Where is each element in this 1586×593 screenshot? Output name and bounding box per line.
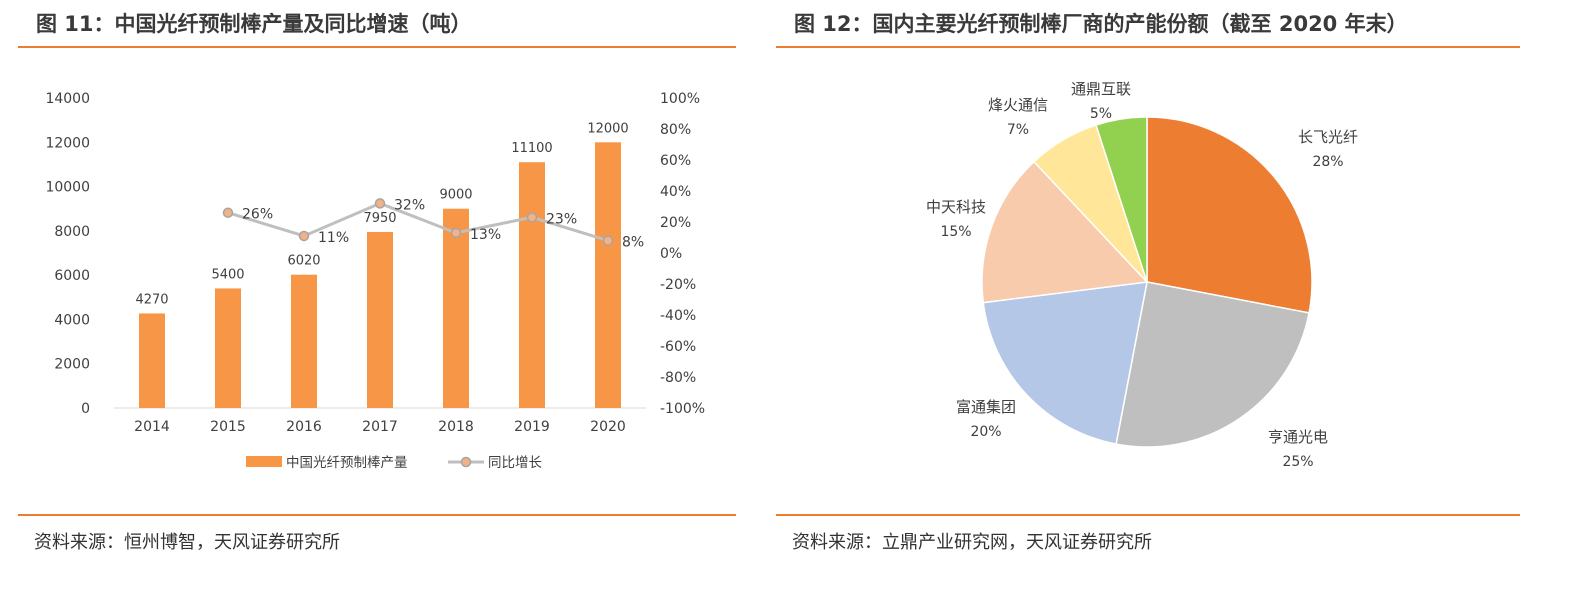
pie-slice-percent: 20% <box>970 424 1001 440</box>
pie-slice <box>1115 281 1310 448</box>
left-axis-tick-label: 2000 <box>54 357 90 373</box>
growth-value-label: 11% <box>318 230 349 246</box>
growth-point <box>602 235 614 246</box>
left-source-note: 资料来源：恒州博智，天风证券研究所 <box>34 532 340 553</box>
pie-slice <box>981 160 1149 304</box>
pie-slice-percent: 25% <box>1282 454 1313 470</box>
right-axis-tick-label: 80% <box>660 122 691 138</box>
right-axis-tick-label: 0% <box>660 246 682 262</box>
bar-value-label: 9000 <box>439 188 472 203</box>
growth-value-label: 32% <box>394 197 425 213</box>
pie-slice-percent: 7% <box>1007 122 1029 138</box>
pie-slice <box>982 281 1148 445</box>
bar-value-label: 4270 <box>135 292 168 307</box>
growth-point <box>450 227 462 239</box>
right-axis-tick-label: -40% <box>660 308 696 324</box>
x-axis-tick-label: 2018 <box>438 419 474 435</box>
production-bar <box>367 231 393 408</box>
left-axis-tick-label: 8000 <box>54 224 90 240</box>
right-axis-tick-label: 100% <box>660 91 700 107</box>
pie-slice-percent: 5% <box>1090 106 1112 122</box>
left-axis-tick-label: 4000 <box>54 312 90 328</box>
x-axis-tick-label: 2017 <box>362 419 398 435</box>
pie-slice-label: 中天科技 <box>926 198 986 216</box>
x-axis-tick-label: 2015 <box>210 419 246 435</box>
production-bar <box>139 313 165 408</box>
bar-value-label: 6020 <box>287 254 320 269</box>
pie-slice <box>1095 116 1148 283</box>
growth-value-label: 13% <box>470 227 501 243</box>
production-bar <box>443 208 469 408</box>
legend-bar-swatch <box>246 456 282 467</box>
right-axis-tick-label: -80% <box>660 370 696 386</box>
left-axis-tick-label: 12000 <box>45 135 90 151</box>
growth-line <box>227 201 609 243</box>
right-axis-tick-label: -100% <box>660 401 705 417</box>
left-axis-tick-label: 0 <box>81 401 90 417</box>
growth-point <box>298 230 310 242</box>
growth-point <box>374 198 386 209</box>
right-axis-tick-label: 40% <box>660 184 691 200</box>
growth-value-label: 23% <box>546 211 577 227</box>
bar-value-label: 5400 <box>211 267 244 282</box>
growth-value-label: 8% <box>622 235 644 251</box>
production-bar <box>595 142 621 408</box>
production-bar <box>519 162 545 408</box>
bar-value-label: 12000 <box>587 121 628 136</box>
left-source-rule <box>18 514 736 516</box>
x-axis-tick-label: 2019 <box>514 419 550 435</box>
left-axis-tick-label: 10000 <box>45 180 90 196</box>
left-title-rule <box>18 46 736 48</box>
production-growth-chart: 0 2000 4000 6000 8000 10000 12000 14000 -100% -80… <box>45 91 705 471</box>
x-axis-tick-label: 2016 <box>286 419 322 435</box>
legend-bar-label: 中国光纤预制棒产量 <box>286 455 408 471</box>
left-axis-tick-label: 6000 <box>54 268 90 284</box>
x-axis-tick-label: 2014 <box>134 419 170 435</box>
pie-slice-label: 烽火通信 <box>988 96 1048 114</box>
left-figure-title: 图 11：中国光纤预制棒产量及同比增速（吨） <box>36 12 472 36</box>
legend-line-marker <box>460 456 472 468</box>
right-axis-tick-label: -20% <box>660 277 696 293</box>
pie-slice-label: 通鼎互联 <box>1071 80 1131 98</box>
growth-point <box>222 207 234 218</box>
x-axis-tick-label: 2020 <box>590 419 626 435</box>
production-bar <box>215 288 241 408</box>
bar-value-label: 7950 <box>363 211 396 226</box>
legend-line-label: 同比增长 <box>488 455 542 471</box>
pie-slice-label: 亨通光电 <box>1268 428 1328 446</box>
right-title-rule <box>776 46 1520 48</box>
growth-point <box>526 212 538 223</box>
pie-slice-percent: 15% <box>940 224 971 240</box>
right-axis-tick-label: 20% <box>660 215 691 231</box>
left-axis-tick-label: 14000 <box>45 91 90 107</box>
pie-slice-percent: 28% <box>1312 154 1343 170</box>
pie-slice <box>1146 116 1313 314</box>
right-axis-tick-label: 60% <box>660 153 691 169</box>
right-figure-title: 图 12：国内主要光纤预制棒厂商的产能份额（截至 2020 年末） <box>794 12 1408 36</box>
right-source-rule <box>776 514 1520 516</box>
pie-slice-label: 富通集团 <box>956 398 1016 416</box>
capacity-share-pie-chart: 长飞光纤 28% 亨通光电 25% 富通集团 20% 中天科技 15% 烽火通信 7% 通鼎互联 5% <box>926 80 1358 470</box>
right-source-note: 资料来源：立鼎产业研究网，天风证券研究所 <box>792 532 1152 553</box>
growth-value-label: 26% <box>242 207 273 223</box>
right-axis-tick-label: -60% <box>660 339 696 355</box>
bar-value-label: 11100 <box>511 141 552 156</box>
pie-slice-label: 长飞光纤 <box>1298 128 1358 146</box>
production-bar <box>291 274 317 408</box>
